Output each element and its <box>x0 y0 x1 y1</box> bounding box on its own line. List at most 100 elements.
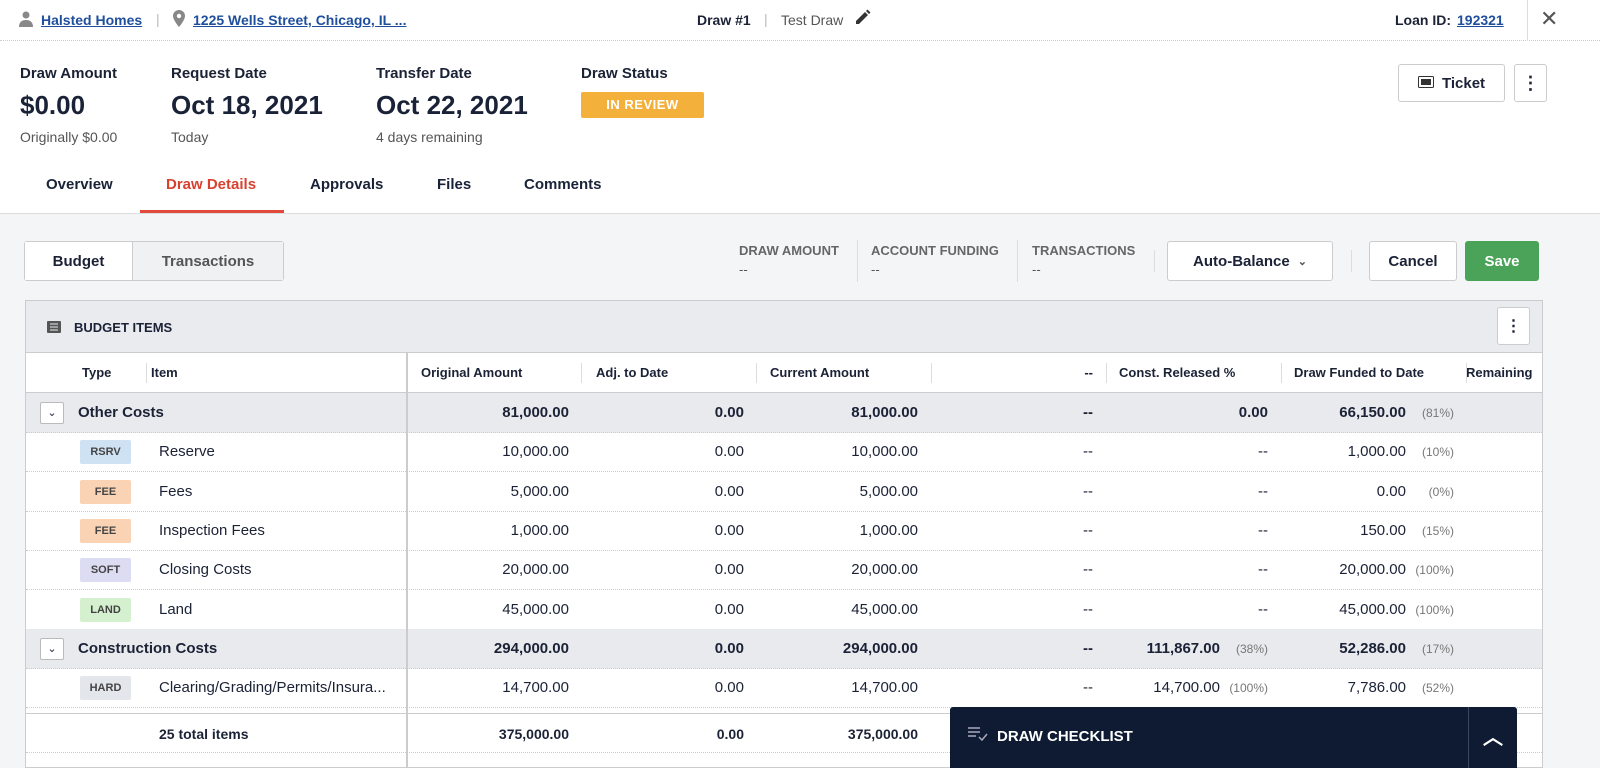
tab-draw-details[interactable]: Draw Details <box>166 176 257 193</box>
const-released: 0.00 <box>1238 404 1268 421</box>
auto-balance-dropdown[interactable]: Auto-Balance ⌄ <box>1167 241 1333 281</box>
request-date-summary: Request Date Oct 18, 2021 Today <box>171 65 323 145</box>
divider <box>1154 250 1155 272</box>
transfer-date-summary: Transfer Date Oct 22, 2021 4 days remain… <box>376 65 528 145</box>
column-header: Original Amount <box>421 365 523 380</box>
column-divider[interactable] <box>756 363 757 383</box>
status-badge: IN REVIEW <box>581 92 704 118</box>
top-bar: Halsted Homes | 1225 Wells Street, Chica… <box>0 0 1600 41</box>
dash-column: -- <box>1083 561 1093 579</box>
draw-amount-value: $0.00 <box>20 90 86 120</box>
tab-comments[interactable]: Comments <box>524 176 602 193</box>
ticket-icon <box>1417 75 1434 92</box>
dash-column: -- <box>1083 600 1093 618</box>
original-amount: 81,000.00 <box>502 404 569 421</box>
frozen-column-divider <box>406 353 408 767</box>
collapse-chevron-icon[interactable]: ⌄ <box>40 637 64 660</box>
collapse-chevron-icon[interactable]: ⌄ <box>40 402 64 424</box>
tab-approvals[interactable]: Approvals <box>310 176 384 193</box>
const-released: 14,700.00 <box>1153 679 1220 697</box>
auto-balance-label: Auto-Balance <box>1193 252 1290 270</box>
request-date-value: Oct 18, 2021 <box>171 90 323 120</box>
draw-funded-pct: (15%) <box>1421 523 1454 538</box>
const-released: -- <box>1258 561 1268 579</box>
budget-toggle[interactable]: Budget <box>25 242 133 280</box>
company-link[interactable]: Halsted Homes <box>41 12 143 28</box>
chevron-up-icon[interactable]: ︿ <box>1483 727 1503 749</box>
draw-status-label: Draw Status <box>581 65 668 82</box>
current-amount: 45,000.00 <box>851 600 918 618</box>
stat-value: -- <box>739 262 748 277</box>
transfer-date-sub: 4 days remaining <box>376 129 483 145</box>
group-name: Construction Costs <box>78 639 218 657</box>
draw-funded: 52,286.00 <box>1339 639 1406 657</box>
checklist-icon <box>968 727 988 746</box>
original-amount: 10,000.00 <box>502 443 569 461</box>
group-row: ⌄ Other Costs 81,000.00 0.00 81,000.00 -- 0.00… <box>26 393 1542 433</box>
panel-more-button[interactable]: ⋮ <box>1497 307 1530 345</box>
table-footer-row: 25 total items 375,000.00 0.00 375,000.00 <box>26 713 1542 753</box>
budget-items-panel: BUDGET ITEMS ⋮ Type Item Original Amount Ad… <box>25 300 1543 768</box>
view-toggle: Budget Transactions <box>24 241 284 281</box>
panel-title: BUDGET ITEMS <box>74 320 173 335</box>
divider: | <box>764 11 768 27</box>
tab-overview[interactable]: Overview <box>46 176 113 193</box>
column-header: Adj. to Date <box>596 365 669 380</box>
column-divider[interactable] <box>1466 363 1467 383</box>
transfer-date-value: Oct 22, 2021 <box>376 90 528 120</box>
group-name: Other Costs <box>78 404 164 421</box>
draw-funded: 66,150.00 <box>1339 404 1406 421</box>
edit-pencil-icon[interactable] <box>854 9 871 29</box>
cancel-button[interactable]: Cancel <box>1369 241 1457 281</box>
divider <box>857 240 858 282</box>
more-options-button[interactable]: ⋮ <box>1514 64 1547 102</box>
stat-value: -- <box>871 262 880 277</box>
type-tag: FEE <box>80 518 131 543</box>
table-row: SOFT Closing Costs 20,000.00 0.00 20,000.00 -… <box>26 550 1542 591</box>
total-adj: 0.00 <box>716 726 744 742</box>
transfer-date-label: Transfer Date <box>376 65 472 82</box>
draw-funded-pct: (17%) <box>1421 641 1454 656</box>
item-name: Reserve <box>159 443 215 461</box>
group-row: ⌄ Construction Costs 294,000.00 0.00 294,000… <box>26 628 1542 669</box>
column-divider[interactable] <box>581 363 582 383</box>
save-button[interactable]: Save <box>1465 241 1539 281</box>
column-header: Remaining <box>1466 365 1533 380</box>
draw-funded-pct: (81%) <box>1421 406 1454 420</box>
stat-transactions: TRANSACTIONS -- <box>1032 243 1135 277</box>
request-date-sub: Today <box>171 129 209 145</box>
tab-files[interactable]: Files <box>437 176 472 193</box>
draw-checklist-bar[interactable]: DRAW CHECKLIST ︿ <box>950 707 1517 768</box>
column-divider[interactable] <box>931 363 932 383</box>
stat-account-funding: ACCOUNT FUNDING -- <box>871 243 999 277</box>
column-divider[interactable] <box>146 363 147 383</box>
table-row: FEE Fees 5,000.00 0.00 5,000.00 -- -- 0.00 (0%) <box>26 472 1542 512</box>
loan-id-link[interactable]: 192321 <box>1457 12 1504 28</box>
adj-to-date: 0.00 <box>714 404 744 421</box>
transactions-toggle[interactable]: Transactions <box>133 242 283 280</box>
item-name: Closing Costs <box>159 561 252 579</box>
column-header: Type <box>82 365 112 380</box>
original-amount: 1,000.00 <box>510 521 569 539</box>
close-icon[interactable]: ✕ <box>1540 6 1559 31</box>
ticket-button[interactable]: Ticket <box>1398 64 1505 102</box>
table-row: RSRV Reserve 10,000.00 0.00 10,000.00 -- -- 1,0… <box>26 432 1542 473</box>
dash-column: -- <box>1083 521 1093 539</box>
table-row: HARD Clearing/Grading/Permits/Insura... 14… <box>26 668 1542 709</box>
current-amount: 294,000.00 <box>842 639 918 657</box>
draw-status-summary: Draw Status IN REVIEW <box>581 65 704 118</box>
type-tag: SOFT <box>80 558 131 583</box>
stat-draw-amount: DRAW AMOUNT -- <box>739 243 839 277</box>
divider <box>1527 0 1528 41</box>
vertical-dots-icon: ⋮ <box>1505 318 1522 335</box>
adj-to-date: 0.00 <box>714 443 744 461</box>
draw-funded-pct: (52%) <box>1421 681 1454 696</box>
column-divider[interactable] <box>1106 363 1107 383</box>
stat-label: TRANSACTIONS <box>1032 243 1136 258</box>
loan-id-label: Loan ID: <box>1395 12 1451 28</box>
type-tag: HARD <box>80 676 131 701</box>
draw-funded: 150.00 <box>1360 521 1406 539</box>
address-link[interactable]: 1225 Wells Street, Chicago, IL ... <box>193 12 407 28</box>
column-divider[interactable] <box>1281 363 1282 383</box>
const-released-pct: (100%) <box>1229 681 1268 696</box>
